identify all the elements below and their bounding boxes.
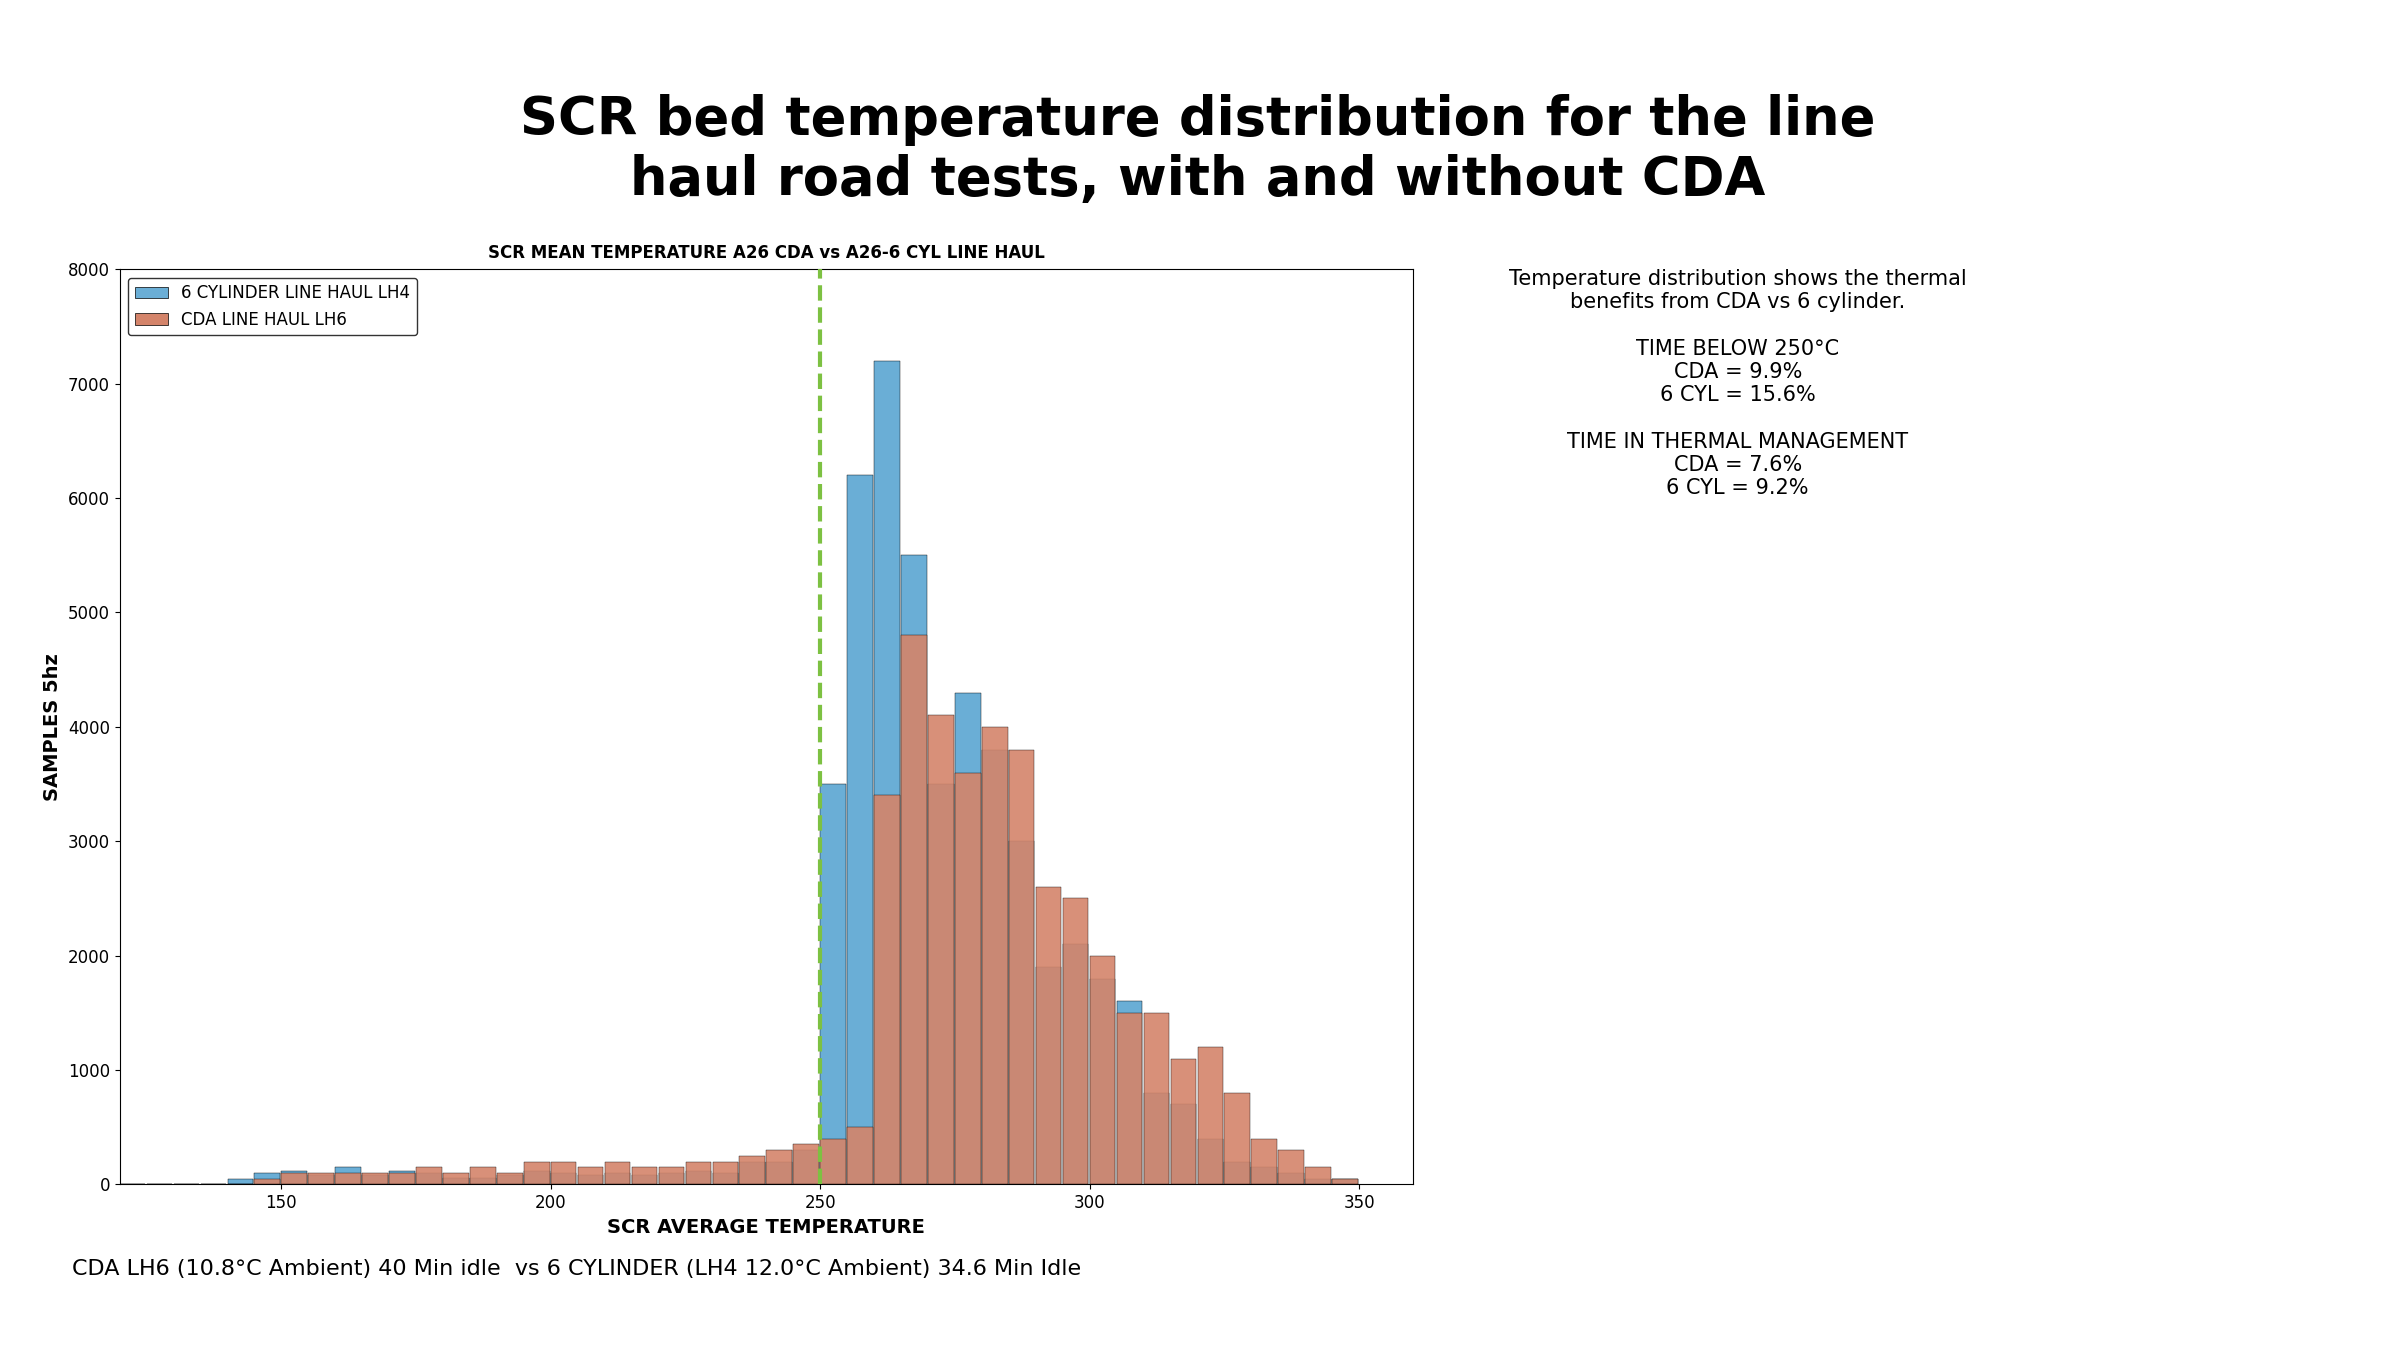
Bar [551,1174,577,1184]
Bar [1305,1167,1332,1184]
Bar [388,1174,414,1184]
Bar [577,1175,604,1184]
Bar [929,716,953,1184]
Bar [254,1174,280,1184]
Bar [740,1156,764,1184]
Bar [1279,1174,1303,1184]
Bar [1116,1014,1142,1184]
Bar [443,1178,469,1184]
Bar [956,773,980,1184]
Bar [848,1128,872,1184]
Bar [1224,1093,1250,1184]
Bar [740,1162,764,1184]
Bar [848,475,872,1184]
Bar [901,556,927,1184]
Bar [1063,899,1087,1184]
Bar [606,1162,630,1184]
Bar [417,1167,441,1184]
Bar [766,1162,793,1184]
Bar [498,1174,522,1184]
Bar [1253,1167,1277,1184]
Bar [1090,979,1116,1184]
Text: SCR bed temperature distribution for the line
haul road tests, with and without : SCR bed temperature distribution for the… [520,94,1875,206]
Bar [362,1175,388,1184]
Bar [283,1174,307,1184]
Bar [1171,1104,1195,1184]
Bar [443,1174,469,1184]
Bar [525,1162,548,1184]
Bar [1063,945,1087,1184]
Bar [1332,1179,1358,1184]
Bar [335,1174,362,1184]
Bar [929,783,953,1184]
Bar [793,1144,819,1184]
Bar [335,1167,362,1184]
Bar [1037,887,1061,1184]
Bar [714,1174,738,1184]
Text: Temperature distribution shows the thermal
benefits from CDA vs 6 cylinder.

TIM: Temperature distribution shows the therm… [1509,269,1966,498]
Bar [1037,966,1061,1184]
Bar [685,1162,711,1184]
Bar [821,1139,845,1184]
Bar [874,795,901,1184]
Bar [1305,1179,1332,1184]
Bar [1279,1149,1303,1184]
Bar [821,783,845,1184]
Bar [1198,1139,1224,1184]
Bar [283,1171,307,1184]
Bar [1198,1047,1224,1184]
Bar [254,1179,280,1184]
Bar [1224,1162,1250,1184]
Bar [632,1175,656,1184]
Bar [309,1175,333,1184]
Bar [498,1175,522,1184]
Bar [1090,956,1116,1184]
Bar [1332,1179,1358,1184]
Bar [525,1171,548,1184]
Bar [1253,1139,1277,1184]
Title: SCR MEAN TEMPERATURE A26 CDA vs A26-6 CYL LINE HAUL: SCR MEAN TEMPERATURE A26 CDA vs A26-6 CY… [489,244,1044,262]
Legend: 6 CYLINDER LINE HAUL LH4, CDA LINE HAUL LH6: 6 CYLINDER LINE HAUL LH4, CDA LINE HAUL … [127,277,417,335]
Bar [982,727,1008,1184]
Bar [659,1174,685,1184]
Bar [309,1174,333,1184]
X-axis label: SCR AVERAGE TEMPERATURE: SCR AVERAGE TEMPERATURE [608,1218,924,1237]
Text: CDA LH6 (10.8°C Ambient) 40 Min idle  vs 6 CYLINDER (LH4 12.0°C Ambient) 34.6 Mi: CDA LH6 (10.8°C Ambient) 40 Min idle vs … [72,1259,1080,1279]
Bar [659,1167,685,1184]
Bar [766,1149,793,1184]
Bar [1145,1014,1169,1184]
Bar [982,750,1008,1184]
Bar [1171,1058,1195,1184]
Bar [469,1178,496,1184]
Y-axis label: SAMPLES 5hz: SAMPLES 5hz [43,653,62,801]
Bar [362,1174,388,1184]
Bar [1116,1001,1142,1184]
Bar [1008,750,1035,1184]
Bar [685,1171,711,1184]
Bar [632,1167,656,1184]
Bar [793,1149,819,1184]
Bar [417,1174,441,1184]
Bar [874,361,901,1184]
Bar [606,1174,630,1184]
Bar [388,1171,414,1184]
Bar [714,1162,738,1184]
Bar [577,1167,604,1184]
Bar [1008,841,1035,1184]
Bar [1145,1093,1169,1184]
Bar [901,635,927,1184]
Bar [228,1179,254,1184]
Bar [956,693,980,1184]
Bar [469,1167,496,1184]
Bar [551,1162,577,1184]
